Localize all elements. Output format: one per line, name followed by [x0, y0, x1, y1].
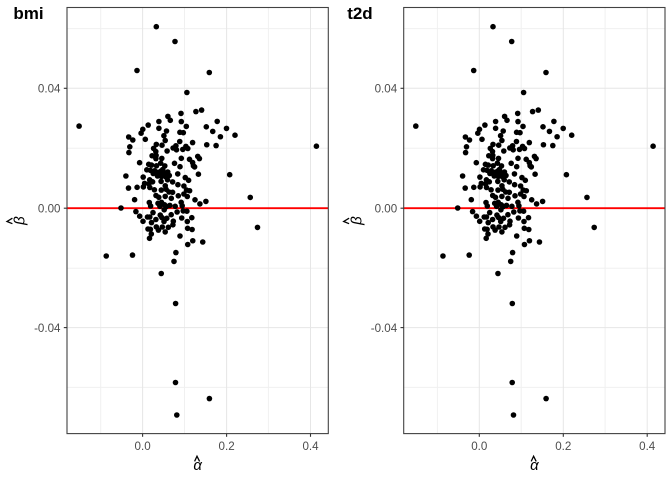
svg-text:0.00: 0.00 — [38, 203, 61, 216]
svg-text:α: α — [193, 457, 202, 474]
svg-text:α: α — [530, 457, 539, 474]
svg-text:0.2: 0.2 — [219, 440, 235, 453]
svg-text:β: β — [348, 216, 365, 226]
svg-text:bmi: bmi — [13, 4, 43, 23]
svg-text:t2d: t2d — [347, 4, 373, 23]
svg-text:0.4: 0.4 — [639, 440, 656, 453]
svg-text:0.0: 0.0 — [471, 440, 487, 453]
svg-text:0.00: 0.00 — [375, 203, 398, 216]
svg-text:-0.04: -0.04 — [34, 322, 61, 335]
svg-text:0.4: 0.4 — [302, 440, 319, 453]
svg-text:-0.04: -0.04 — [371, 322, 398, 335]
svg-text:0.04: 0.04 — [375, 83, 398, 96]
svg-text:0.2: 0.2 — [555, 440, 571, 453]
svg-text:β: β — [12, 216, 29, 226]
svg-text:0.04: 0.04 — [38, 83, 61, 96]
svg-text:0.0: 0.0 — [135, 440, 151, 453]
